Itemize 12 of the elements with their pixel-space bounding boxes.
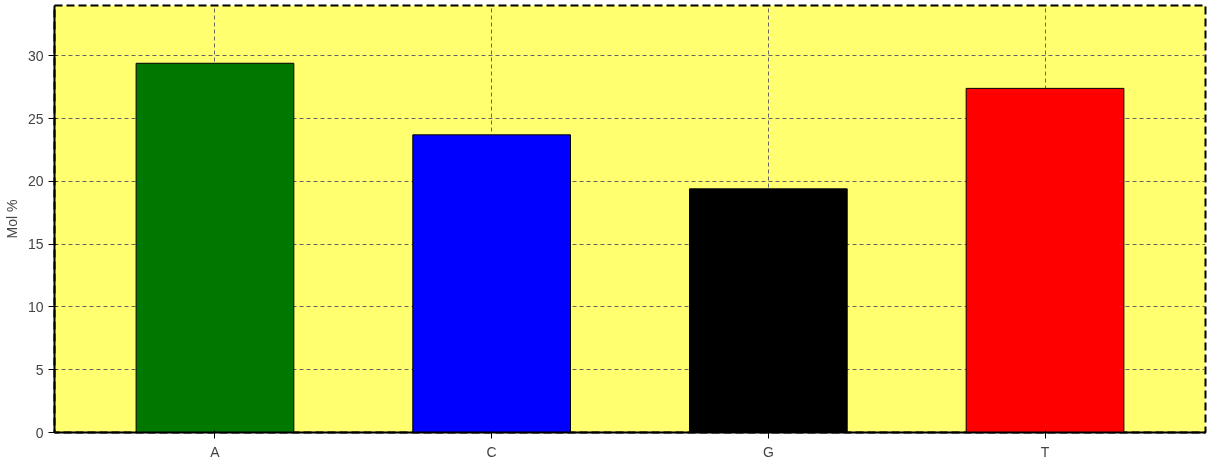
y-tick-label: 0 (35, 424, 44, 441)
y-tick-label: 20 (27, 173, 44, 190)
y-tick-label: 25 (27, 110, 44, 127)
y-tick-label: 30 (27, 47, 44, 64)
x-tick-label: T (1040, 443, 1050, 460)
x-tick-label: A (210, 443, 221, 460)
y-tick-label: 5 (35, 361, 44, 378)
y-tick-label: 15 (27, 236, 44, 253)
y-axis-title: Mol % (3, 199, 20, 239)
x-tick-label: G (762, 443, 774, 460)
y-tick-label: 10 (27, 298, 44, 315)
x-tick-label: C (486, 443, 497, 460)
